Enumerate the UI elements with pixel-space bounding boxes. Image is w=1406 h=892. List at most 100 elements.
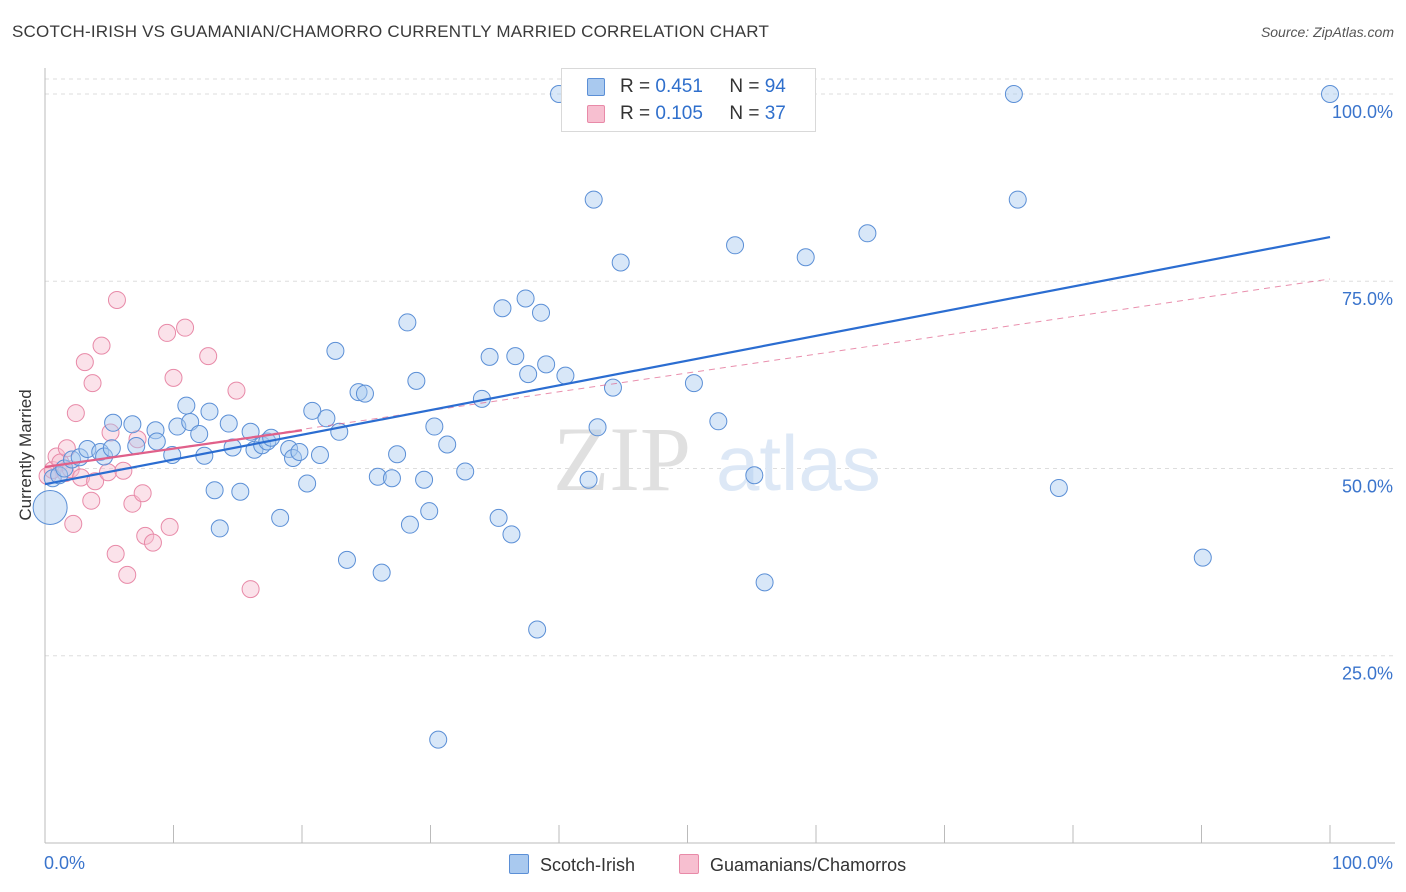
scotch-irish-point-62: [502, 525, 521, 544]
scotch-irish-point-74: [603, 378, 622, 397]
guamanian-point-12: [83, 374, 102, 393]
scotch-irish-point-55: [429, 730, 448, 749]
grid-layer: 25.0% 50.0% 75.0% 100.0%: [45, 78, 1395, 684]
scotch-irish-point-84: [1004, 84, 1023, 103]
scotch-irish-point-46: [372, 563, 391, 582]
scotch-irish-point-54: [425, 417, 444, 436]
scotch-irish-point-48: [388, 445, 407, 464]
scotch-irish-point-52: [415, 470, 434, 489]
scotch-irish-point-86: [1049, 478, 1068, 497]
guamanian-trend-line: [44, 429, 303, 469]
guamanian-point-30: [199, 347, 218, 366]
scotch-irish-points: [32, 84, 1339, 749]
y-tick-label-100: 100.0%: [1332, 102, 1393, 122]
scotch-irish-point-59: [480, 347, 499, 366]
guamanian-trend-extension: [44, 278, 1331, 468]
legend: Scotch-Irish Guamanians/Chamorros: [0, 852, 1406, 878]
scotch-irish-point-51: [407, 371, 426, 390]
guamanian-point-5: [57, 439, 76, 458]
scotch-irish-point-37: [303, 401, 322, 420]
guamanian-point-29: [176, 318, 195, 337]
r-value-guamanian: 0.105: [655, 103, 703, 124]
watermark-atlas: atlas: [716, 419, 881, 507]
scotch-irish-point-19: [190, 425, 209, 444]
scotch-irish-point-12: [127, 437, 146, 456]
scotch-irish-point-14: [147, 432, 166, 451]
guamanian-point-25: [143, 533, 162, 552]
y-tick-label-25: 25.0%: [1342, 664, 1393, 684]
chart-title: SCOTCH-IRISH VS GUAMANIAN/CHAMORRO CURRE…: [12, 22, 770, 41]
watermark-zip: ZIP: [553, 408, 691, 510]
scotch-irish-point-32: [271, 508, 290, 527]
scotch-irish-point-18: [181, 413, 200, 432]
scotch-irish-point-77: [684, 374, 703, 393]
scotch-irish-point-60: [489, 508, 508, 527]
n-label: N =: [729, 103, 760, 124]
r-label: R =: [620, 76, 651, 97]
guamanian-point-14: [92, 336, 111, 355]
guamanian-point-31: [227, 381, 246, 400]
scotch-irish-point-38: [310, 446, 329, 465]
scotch-irish-point-36: [298, 474, 317, 493]
source-label: Source: ZipAtlas.com: [1260, 24, 1394, 40]
guamanian-swatch: [587, 105, 605, 123]
scotch-irish-point-53: [420, 502, 439, 521]
legend-swatch-guamanian: [679, 854, 699, 874]
scotch-irish-point-50: [400, 515, 419, 534]
guamanian-points: [38, 290, 260, 599]
trend-lines: [44, 235, 1331, 486]
r-label: R =: [620, 103, 651, 124]
scotch-irish-point-81: [755, 573, 774, 592]
scotch-irish-point-78: [709, 412, 728, 431]
scotch-irish-point-45: [368, 467, 387, 486]
scotch-irish-point-65: [519, 365, 538, 384]
guamanian-point-13: [86, 472, 105, 491]
scotch-irish-point-75: [611, 253, 630, 272]
scotch-irish-point-66: [528, 620, 547, 639]
scotch-irish-point-23: [210, 519, 229, 538]
scotch-irish-point-10: [104, 413, 123, 432]
guamanian-point-28: [164, 368, 183, 387]
scotch-irish-point-49: [398, 313, 417, 332]
stats-box: R = 0.451 N = 94 R = 0.105 N = 37: [561, 68, 816, 132]
scotch-irish-point-43: [349, 383, 368, 402]
guamanian-point-26: [158, 323, 177, 342]
y-tick-label-75: 75.0%: [1342, 289, 1393, 309]
scotch-irish-point-0: [32, 489, 68, 525]
guamanian-point-20: [118, 565, 137, 584]
scotch-irish-point-39: [317, 409, 336, 428]
scotch-irish-point-56: [438, 435, 457, 454]
scotch-irish-point-24: [219, 414, 238, 433]
scotch-irish-point-17: [177, 396, 196, 415]
scotch-irish-point-71: [579, 470, 598, 489]
guamanian-point-11: [82, 491, 101, 510]
scotch-irish-point-61: [493, 299, 512, 318]
scotch-irish-point-72: [584, 190, 603, 209]
guamanian-point-24: [136, 526, 155, 545]
x-tick-label-100: 100.0%: [1332, 853, 1393, 873]
legend-label-scotch-irish: Scotch-Irish: [540, 855, 636, 875]
x-tick-label-0: 0.0%: [44, 853, 85, 873]
scotch-irish-point-9: [102, 439, 121, 458]
scotch-irish-point-68: [537, 355, 556, 374]
guamanian-point-8: [66, 404, 85, 423]
guamanian-point-32: [241, 580, 260, 599]
scotch-irish-point-21: [200, 402, 219, 421]
scotch-irish-point-63: [506, 347, 525, 366]
y-tick-label-50: 50.0%: [1342, 476, 1393, 496]
guamanian-point-17: [106, 544, 125, 563]
scotch-irish-point-44: [355, 384, 374, 403]
legend-swatch-scotch-irish: [509, 854, 529, 874]
guamanian-point-10: [75, 353, 94, 372]
n-value-guamanian: 37: [764, 103, 786, 124]
guamanian-point-18: [107, 290, 126, 309]
scotch-irish-point-47: [382, 469, 401, 488]
scotch-irish-point-22: [205, 481, 224, 500]
r-value-scotch-irish: 0.451: [655, 76, 703, 97]
scotch-irish-point-57: [456, 462, 475, 481]
scotch-irish-point-35: [290, 443, 309, 462]
scotch-irish-point-85: [1008, 190, 1027, 209]
scotch-irish-trend-line: [44, 235, 1331, 486]
scotch-irish-point-26: [231, 482, 250, 501]
